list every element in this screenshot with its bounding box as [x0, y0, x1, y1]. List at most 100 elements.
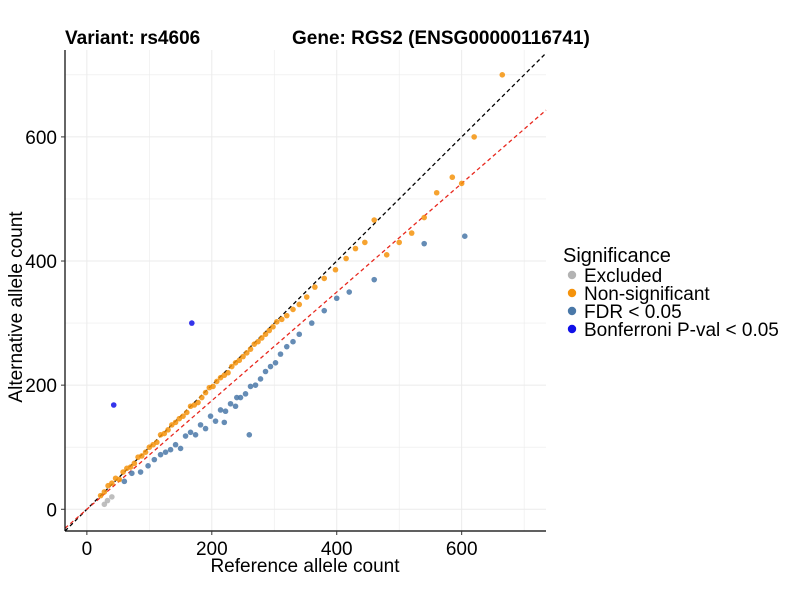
point-fdr-0-05	[137, 469, 144, 475]
point-non-significant	[262, 331, 269, 338]
point-fdr-0-05	[217, 407, 224, 413]
point-non-significant	[172, 419, 179, 426]
point-non-significant	[243, 350, 250, 356]
point-fdr-0-05	[333, 295, 340, 302]
legend-label: Bonferroni P-val < 0.05	[584, 320, 779, 341]
point-non-significant	[421, 214, 427, 221]
point-non-significant	[202, 389, 209, 396]
point-fdr-0-05	[162, 449, 169, 455]
reference-line-fitted	[64, 109, 547, 529]
point-fdr-0-05	[246, 432, 253, 438]
y-tick-label: 400	[25, 252, 57, 273]
point-excluded	[104, 497, 111, 504]
point-non-significant	[116, 476, 123, 483]
point-non-significant	[247, 346, 254, 352]
axes	[64, 50, 546, 532]
point-fdr-0-05	[262, 368, 269, 375]
point-non-significant	[471, 134, 477, 140]
tick-labels: 0 200 400 600 0 200 400 600	[25, 128, 477, 560]
legend-key-fdr-0-05	[567, 306, 577, 316]
point-fdr-0-05	[121, 478, 128, 485]
point-non-significant	[120, 469, 126, 475]
point-fdr-0-05	[202, 425, 209, 432]
legend-label: Non-significant	[584, 284, 710, 305]
point-fdr-0-05	[421, 240, 427, 247]
point-non-significant	[180, 413, 186, 419]
point-non-significant	[97, 492, 104, 499]
point-non-significant	[127, 464, 134, 470]
point-non-significant	[408, 230, 415, 236]
point-fdr-0-05	[167, 446, 174, 453]
point-fdr-0-05	[177, 445, 184, 452]
point-fdr-0-05	[182, 433, 189, 439]
point-non-significant	[352, 245, 359, 252]
x-tick-label: 0	[82, 539, 93, 560]
point-non-significant	[362, 239, 368, 246]
point-fdr-0-05	[461, 233, 468, 239]
point-non-significant	[396, 239, 403, 246]
point-non-significant	[332, 266, 339, 273]
point-fdr-0-05	[233, 394, 240, 401]
point-non-significant	[449, 174, 456, 181]
point-fdr-0-05	[257, 376, 264, 382]
point-fdr-0-05	[145, 463, 151, 469]
legend-label: FDR < 0.05	[584, 302, 682, 323]
point-fdr-0-05	[371, 276, 378, 283]
point-non-significant	[213, 378, 220, 385]
point-non-significant	[255, 338, 261, 345]
point-non-significant	[278, 316, 285, 323]
point-bonferroni-p-val-0-05	[110, 402, 117, 408]
point-non-significant	[290, 306, 296, 313]
point-non-significant	[283, 312, 290, 319]
point-fdr-0-05	[283, 343, 290, 350]
point-non-significant	[184, 409, 190, 416]
point-fdr-0-05	[346, 289, 353, 295]
point-non-significant	[371, 217, 378, 223]
x-axis-label: Reference allele count	[210, 556, 400, 577]
data-points	[97, 72, 506, 508]
point-non-significant	[142, 449, 149, 455]
point-non-significant	[210, 383, 216, 390]
y-tick-label: 600	[25, 128, 57, 149]
point-fdr-0-05	[157, 451, 164, 458]
x-tick-label: 200	[196, 539, 228, 560]
point-bonferroni-p-val-0-05	[189, 320, 195, 326]
point-fdr-0-05	[197, 422, 204, 428]
point-non-significant	[228, 363, 235, 370]
point-fdr-0-05	[296, 331, 303, 338]
point-non-significant	[273, 319, 280, 325]
point-fdr-0-05	[221, 419, 228, 426]
point-non-significant	[433, 189, 440, 196]
point-fdr-0-05	[321, 307, 328, 314]
point-non-significant	[225, 369, 231, 376]
chart-title-gene: Gene: RGS2 (ENSG00000116741)	[292, 28, 590, 49]
chart-title-variant: Variant: rs4606	[65, 28, 200, 49]
point-fdr-0-05	[252, 382, 259, 388]
point-fdr-0-05	[187, 429, 194, 436]
point-fdr-0-05	[232, 403, 239, 410]
legend-key-non-significant	[567, 288, 577, 298]
point-fdr-0-05	[277, 351, 284, 357]
point-fdr-0-05	[222, 408, 229, 415]
point-non-significant	[195, 399, 201, 406]
point-fdr-0-05	[172, 441, 179, 448]
point-fdr-0-05	[272, 360, 279, 366]
point-fdr-0-05	[308, 320, 315, 326]
point-fdr-0-05	[290, 338, 296, 345]
point-non-significant	[139, 453, 145, 459]
point-non-significant	[165, 427, 171, 433]
legend-key-bonferroni-p-val-0-05	[567, 324, 577, 334]
point-non-significant	[499, 72, 506, 78]
y-axis-label: Alternative allele count	[6, 211, 27, 403]
point-fdr-0-05	[192, 432, 199, 438]
y-tick-label: 0	[46, 500, 57, 521]
x-tick-label: 400	[321, 539, 353, 560]
point-non-significant	[199, 394, 205, 401]
point-non-significant	[161, 430, 168, 437]
point-non-significant	[458, 180, 465, 187]
point-non-significant	[240, 353, 246, 360]
legend: Significance ExcludedNon-significantFDR …	[563, 245, 779, 341]
point-non-significant	[303, 294, 310, 300]
point-non-significant	[270, 324, 276, 330]
